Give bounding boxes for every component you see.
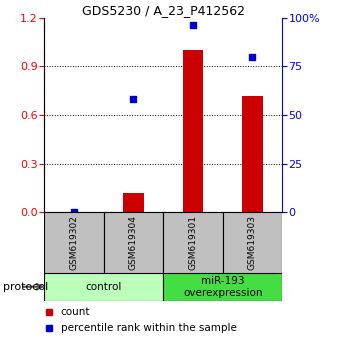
Text: GSM619301: GSM619301 xyxy=(188,215,198,270)
Bar xyxy=(163,212,223,273)
Bar xyxy=(44,212,104,273)
Bar xyxy=(242,96,263,212)
Bar xyxy=(44,273,163,301)
Text: protocol: protocol xyxy=(3,282,49,292)
Text: count: count xyxy=(61,307,90,318)
Point xyxy=(71,210,77,215)
Point xyxy=(250,54,255,59)
Text: control: control xyxy=(86,282,122,292)
Bar xyxy=(123,193,144,212)
Bar xyxy=(183,50,203,212)
Text: percentile rank within the sample: percentile rank within the sample xyxy=(61,323,237,333)
Bar xyxy=(223,212,282,273)
Title: GDS5230 / A_23_P412562: GDS5230 / A_23_P412562 xyxy=(82,4,245,17)
Point xyxy=(131,97,136,102)
Text: GSM619304: GSM619304 xyxy=(129,215,138,270)
Bar xyxy=(163,273,282,301)
Text: GSM619303: GSM619303 xyxy=(248,215,257,270)
Bar xyxy=(104,212,163,273)
Text: miR-193
overexpression: miR-193 overexpression xyxy=(183,276,262,298)
Point xyxy=(190,23,196,28)
Text: GSM619302: GSM619302 xyxy=(69,215,79,270)
